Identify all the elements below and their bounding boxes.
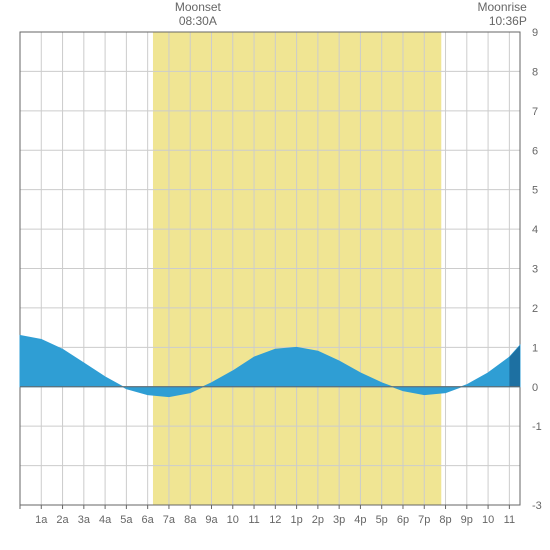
svg-text:6p: 6p (397, 514, 409, 526)
svg-text:10: 10 (227, 514, 239, 526)
svg-text:4: 4 (532, 224, 538, 236)
moonrise-title: Moonrise (478, 0, 527, 14)
svg-text:4p: 4p (354, 514, 366, 526)
svg-text:5a: 5a (120, 514, 133, 526)
svg-text:1: 1 (532, 342, 538, 354)
svg-text:11: 11 (504, 514, 515, 526)
svg-text:7a: 7a (163, 514, 176, 526)
svg-text:6a: 6a (142, 514, 155, 526)
svg-text:11: 11 (248, 514, 259, 526)
x-axis-labels: 1a 2a 3a 4a 5a 6a 7a 8a 9a 10 11 12 1p 2p 3p 4p 5p 6p 7p 8p… (35, 514, 515, 526)
svg-text:0: 0 (532, 382, 538, 394)
svg-text:9p: 9p (461, 514, 473, 526)
svg-text:7p: 7p (418, 514, 430, 526)
svg-text:9a: 9a (205, 514, 218, 526)
moonrise-time: 10:36P (478, 14, 527, 28)
svg-text:4a: 4a (99, 514, 112, 526)
svg-text:2: 2 (532, 303, 538, 315)
svg-text:3: 3 (532, 264, 538, 276)
svg-text:8p: 8p (439, 514, 451, 526)
svg-text:9: 9 (532, 27, 538, 39)
tide-chart: Moonset 08:30A Moonrise 10:36P 1a 2a 3a 4a 5… (0, 0, 550, 550)
svg-text:7: 7 (532, 106, 538, 118)
svg-text:12: 12 (269, 514, 281, 526)
svg-text:1a: 1a (35, 514, 48, 526)
svg-text:2p: 2p (312, 514, 324, 526)
svg-text:8: 8 (532, 66, 538, 78)
moonset-title: Moonset (175, 0, 221, 14)
svg-text:5p: 5p (376, 514, 388, 526)
svg-text:1p: 1p (290, 514, 302, 526)
moon-event-label-moonset: Moonset 08:30A (175, 0, 221, 29)
svg-text:3p: 3p (333, 514, 345, 526)
svg-text:-1: -1 (532, 421, 542, 433)
svg-text:8a: 8a (184, 514, 197, 526)
svg-text:2a: 2a (56, 514, 69, 526)
chart-svg: 1a2a3a4a5a6a7a8a9a1011121p2p3p4p5p6p7p8p… (0, 0, 550, 550)
svg-text:5: 5 (532, 185, 538, 197)
svg-text:-3: -3 (532, 500, 542, 512)
svg-text:3a: 3a (78, 514, 91, 526)
moonset-time: 08:30A (175, 14, 221, 28)
moon-event-label-moonrise: Moonrise 10:36P (478, 0, 527, 29)
svg-text:6: 6 (532, 145, 538, 157)
svg-text:10: 10 (482, 514, 494, 526)
